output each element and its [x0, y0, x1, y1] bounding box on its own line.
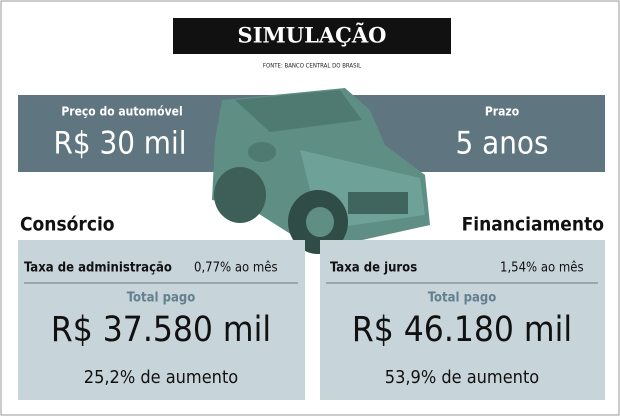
total-label: Total pago: [127, 291, 196, 306]
rate-label: Taxa de juros: [330, 261, 417, 276]
rate-value: 1,54% ao mês: [500, 261, 584, 276]
increase: 25,2% de aumento: [84, 367, 239, 388]
price-label: Preço do automóvel: [61, 105, 182, 119]
total-value: R$ 46.180 mil: [352, 310, 572, 350]
title-box: [173, 18, 451, 54]
term-value: 5 anos: [456, 126, 549, 162]
rate-label: Taxa de administração: [24, 261, 172, 276]
price-value: R$ 30 mil: [54, 126, 187, 162]
term-label: Prazo: [485, 105, 519, 119]
total-value: R$ 37.580 mil: [51, 310, 271, 350]
total-label: Total pago: [428, 291, 497, 306]
increase: 53,9% de aumento: [385, 367, 540, 388]
plan-name: Financiamento: [462, 214, 605, 236]
rate-value: 0,77% ao mês: [194, 261, 278, 276]
plan-panel: Taxa de juros 1,54% ao mês Total pago R$…: [320, 240, 605, 400]
plan-panel: Taxa de administração 0,77% ao mês Total…: [18, 240, 305, 400]
plan-name: Consórcio: [20, 214, 115, 236]
title: SIMULAÇÃO: [238, 23, 387, 48]
car-illustration: [212, 88, 430, 254]
source: FONTE: BANCO CENTRAL DO BRASIL: [263, 63, 361, 70]
